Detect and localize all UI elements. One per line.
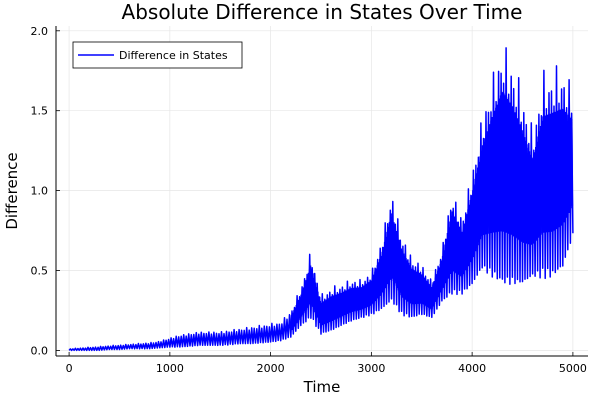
- chart-title: Absolute Difference in States Over Time: [122, 0, 523, 24]
- y-tick-label: 0.5: [31, 265, 49, 278]
- x-axis-label: Time: [303, 378, 341, 396]
- y-tick-label: 0.0: [31, 344, 49, 357]
- x-tick-label: 4000: [458, 362, 486, 375]
- x-tick-label: 0: [66, 362, 73, 375]
- legend-label: Difference in States: [119, 49, 228, 62]
- x-tick-label: 1000: [156, 362, 184, 375]
- axes: 0 1000 2000 3000 4000 5000 0.0 0.5 1.0 1.5 2.0: [31, 25, 588, 375]
- y-tick-label: 1.0: [31, 185, 49, 198]
- x-tick-label: 5000: [559, 362, 587, 375]
- x-tick-label: 3000: [357, 362, 385, 375]
- x-tick-label: 2000: [257, 362, 285, 375]
- series-layer: [68, 47, 574, 352]
- y-axis-label: Difference: [3, 152, 21, 229]
- legend: Difference in States: [72, 41, 243, 69]
- series-line-dense-band: [290, 91, 574, 332]
- y-tick-label: 2.0: [31, 25, 49, 38]
- y-tick-label: 1.5: [31, 105, 49, 118]
